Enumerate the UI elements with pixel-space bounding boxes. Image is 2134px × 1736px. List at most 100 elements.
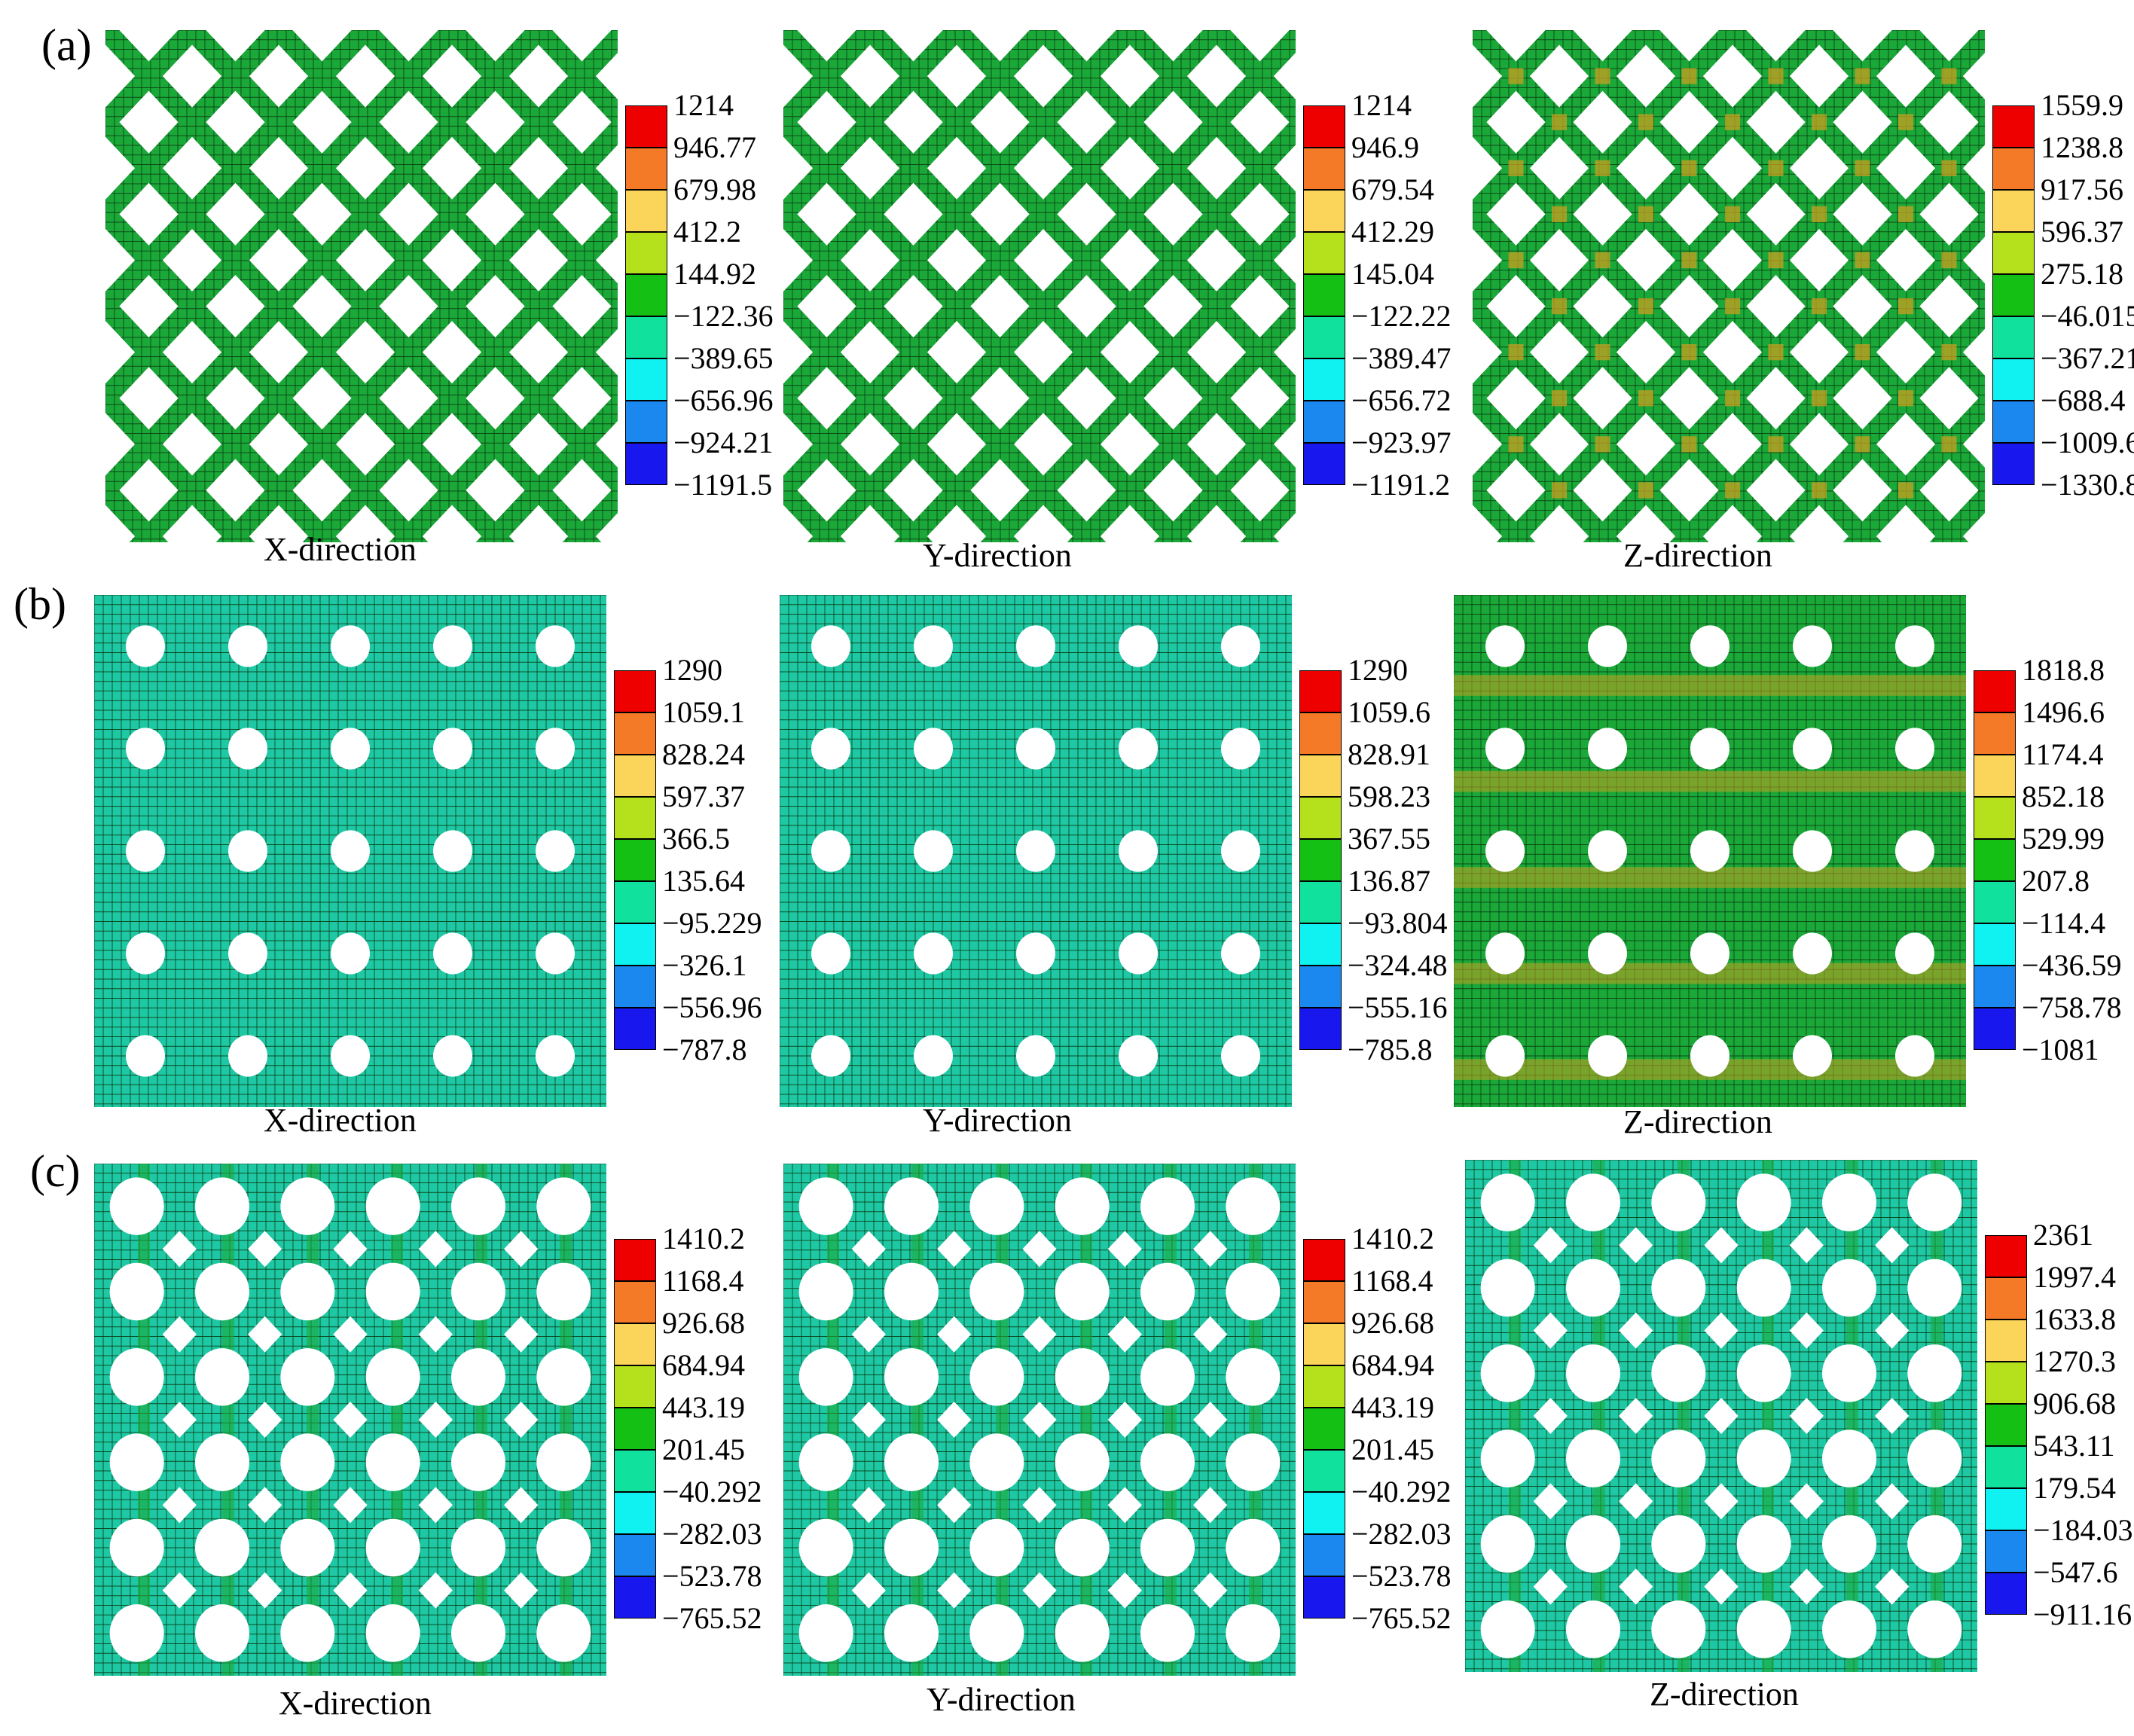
scale-swatch (614, 839, 656, 881)
scale-tick-label: 1270.3 (2033, 1344, 2116, 1378)
scale-tick-label: −282.03 (662, 1517, 762, 1551)
scale-swatch (1299, 966, 1342, 1008)
scale-swatch (1299, 712, 1342, 755)
scale-tick-label: 145.04 (1351, 257, 1434, 291)
scale-tick-label: 367.55 (1348, 822, 1430, 856)
scale-tick-label: −1330.8 (2041, 468, 2134, 502)
scale-swatch (1974, 797, 2016, 839)
scale-swatch (1299, 797, 1342, 839)
scale-tick-label: −40.292 (662, 1475, 762, 1509)
panel-b-x: 1290 1059.1 828.24 597.37 366.5 135.64 −95.229… (94, 595, 802, 1167)
scale-tick-label: 596.37 (2041, 215, 2123, 249)
scale-tick-label: −1191.5 (673, 468, 773, 502)
scale-swatch (614, 881, 656, 923)
scale-swatch (1974, 881, 2016, 923)
lattice-mesh (94, 595, 606, 1107)
panel-caption: Z-direction (1623, 537, 1772, 574)
scale-tick-label: 1059.1 (662, 695, 745, 729)
panel-a-z: 1559.9 1238.8 917.56 596.37 275.18 −46.015 −36… (1473, 30, 2134, 603)
scale-tick-label: 828.24 (662, 737, 745, 771)
panel-a-y: 1214 946.9 679.54 412.29 145.04 −122.22 −389.4… (783, 30, 1491, 603)
scale-swatch (1303, 401, 1345, 443)
scale-tick-label: 852.18 (2022, 780, 2105, 813)
scale-tick-label: 412.29 (1351, 215, 1434, 249)
scale-tick-label: −324.48 (1348, 948, 1448, 982)
scale-tick-label: 1410.2 (1351, 1222, 1434, 1255)
scale-tick-label: −924.21 (673, 426, 774, 459)
scale-swatch (625, 443, 667, 485)
row-label-a: (a) (41, 20, 92, 70)
scale-swatch (1985, 1320, 2027, 1362)
scale-swatch (1303, 358, 1345, 401)
scale-swatch (1299, 881, 1342, 923)
scale-swatch (1303, 232, 1345, 274)
lattice-mesh (780, 595, 1292, 1107)
color-scale: 1410.2 1168.4 926.68 684.94 443.19 201.45 −40.… (614, 1224, 802, 1661)
lattice-mesh (783, 1164, 1296, 1676)
scale-tick-label: 144.92 (673, 257, 756, 291)
scale-tick-label: −765.52 (662, 1601, 762, 1635)
scale-tick-label: 1214 (1351, 88, 1412, 122)
scale-swatch (1992, 401, 2035, 443)
scale-swatch (625, 358, 667, 401)
scale-swatch (1303, 316, 1345, 358)
panel-caption: Z-direction (1650, 1676, 1799, 1713)
scale-swatch (1974, 755, 2016, 797)
scale-tick-label: 201.45 (662, 1432, 745, 1466)
scale-swatch (1992, 274, 2035, 316)
scale-swatch (1974, 1008, 2016, 1050)
scale-tick-label: −547.6 (2033, 1555, 2118, 1589)
scale-swatch (1992, 316, 2035, 358)
panel-caption: Y-direction (923, 537, 1072, 574)
scale-tick-label: −1081 (2022, 1033, 2099, 1066)
scale-tick-label: 543.11 (2033, 1429, 2115, 1463)
scale-tick-label: 366.5 (662, 822, 730, 856)
panel-c-x: 1410.2 1168.4 926.68 684.94 443.19 201.45 −40.… (94, 1164, 802, 1736)
scale-swatch (625, 316, 667, 358)
color-scale: 1214 946.77 679.98 412.2 144.92 −122.36 −389.6… (625, 90, 814, 527)
lattice-mesh (1473, 30, 1985, 542)
scale-swatch (1299, 839, 1342, 881)
scale-tick-label: 136.87 (1348, 864, 1430, 898)
scale-swatch (614, 1492, 656, 1534)
color-scale: 1559.9 1238.8 917.56 596.37 275.18 −46.015 −36… (1992, 90, 2134, 527)
scale-tick-label: 1168.4 (1351, 1264, 1433, 1298)
panel-caption: X-direction (264, 1102, 417, 1139)
scale-tick-label: 529.99 (2022, 822, 2105, 856)
scale-swatch (1303, 1450, 1345, 1492)
color-scale: 1410.2 1168.4 926.68 684.94 443.19 201.45 −40.… (1303, 1224, 1491, 1661)
lattice-mesh (1465, 1160, 1977, 1672)
scale-tick-label: −656.72 (1351, 383, 1452, 417)
lattice-mesh (783, 30, 1296, 542)
scale-tick-label: 926.68 (662, 1306, 745, 1340)
scale-tick-label: −93.804 (1348, 906, 1448, 940)
scale-tick-label: 917.56 (2041, 172, 2123, 206)
scale-tick-label: −688.4 (2041, 383, 2126, 417)
scale-tick-label: −95.229 (662, 906, 762, 940)
panel-caption: Z-direction (1623, 1103, 1772, 1140)
lattice-mesh (1454, 595, 1966, 1107)
scale-swatch (1974, 670, 2016, 712)
color-scale: 1214 946.9 679.54 412.29 145.04 −122.22 −389.4… (1303, 90, 1491, 527)
scale-tick-label: −114.4 (2022, 906, 2106, 940)
scale-swatch (614, 1576, 656, 1619)
scale-tick-label: 135.64 (662, 864, 745, 898)
scale-swatch (1303, 1534, 1345, 1576)
panel-c-y: 1410.2 1168.4 926.68 684.94 443.19 201.45 −40.… (783, 1164, 1491, 1736)
panel-c-z: 2361 1997.4 1633.8 1270.3 906.68 543.11 179.54… (1465, 1160, 2134, 1732)
scale-tick-label: 1410.2 (662, 1222, 745, 1255)
scale-swatch (614, 712, 656, 755)
panel-a-x: 1214 946.77 679.98 412.2 144.92 −122.36 −389.6… (105, 30, 814, 603)
scale-tick-label: 679.54 (1351, 172, 1434, 206)
scale-tick-label: −1009.6 (2041, 426, 2134, 459)
scale-tick-label: 1168.4 (662, 1264, 744, 1298)
scale-swatch (1303, 1576, 1345, 1619)
scale-tick-label: 679.98 (673, 172, 756, 206)
scale-swatch (1303, 1239, 1345, 1281)
scale-swatch (614, 1239, 656, 1281)
scale-swatch (1303, 443, 1345, 485)
scale-swatch (1985, 1235, 2027, 1277)
scale-tick-label: 179.54 (2033, 1471, 2116, 1505)
scale-tick-label: 207.8 (2022, 864, 2090, 898)
scale-tick-label: −765.52 (1351, 1601, 1452, 1635)
